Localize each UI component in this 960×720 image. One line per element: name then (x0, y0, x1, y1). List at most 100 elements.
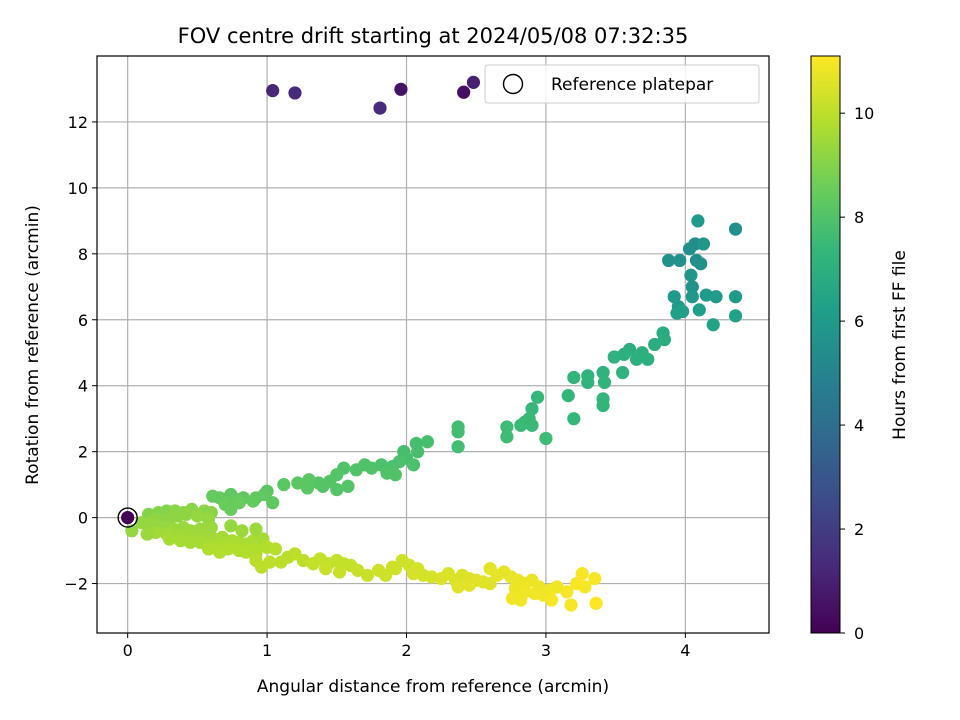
data-point (204, 520, 218, 535)
data-point (641, 352, 655, 366)
colorbar-label: Hours from first FF file (890, 250, 910, 440)
data-point (561, 389, 575, 403)
y-tick-label: 2 (78, 443, 88, 462)
data-point (319, 562, 333, 576)
data-point (300, 481, 315, 495)
data-points (121, 75, 743, 612)
data-point (514, 593, 528, 607)
data-point (266, 496, 280, 510)
data-point (190, 509, 204, 523)
data-point (451, 425, 465, 439)
data-point (174, 534, 188, 548)
data-point (388, 562, 402, 576)
data-point (514, 418, 528, 432)
x-tick-label: 2 (401, 641, 411, 660)
colorbar-ticks: 0 2 4 6 8 10 (840, 104, 874, 643)
data-point (451, 440, 465, 454)
data-point (351, 563, 365, 577)
data-point (268, 542, 283, 556)
colorbar-tick-label: 0 (854, 624, 864, 643)
data-point (406, 458, 421, 472)
colorbar-tick-label: 6 (854, 312, 864, 331)
data-point (706, 318, 720, 332)
data-point (684, 268, 698, 282)
data-point (607, 350, 621, 364)
data-point (332, 565, 347, 579)
data-point (685, 280, 699, 294)
data-point (232, 496, 246, 510)
data-point (567, 412, 581, 426)
data-point (246, 494, 260, 508)
data-point (567, 370, 581, 385)
data-point (662, 253, 676, 268)
data-point (179, 507, 193, 521)
colorbar-tick-label: 8 (854, 208, 864, 227)
legend: Reference platepar (484, 64, 760, 104)
data-point (466, 75, 481, 89)
y-tick-label: 0 (78, 509, 88, 528)
data-point (648, 337, 662, 352)
data-point (162, 532, 177, 546)
data-point (596, 398, 610, 413)
data-point (694, 257, 708, 271)
data-point (451, 580, 465, 594)
x-tick-label: 1 (262, 641, 272, 660)
x-tick-label: 4 (680, 641, 690, 660)
data-point (420, 435, 435, 449)
data-point (525, 418, 539, 432)
data-point (360, 568, 375, 582)
data-point (728, 309, 743, 323)
x-tick-label: 0 (123, 641, 133, 660)
data-point (365, 461, 379, 475)
y-tick-label: 4 (78, 377, 88, 396)
data-point (462, 578, 476, 592)
data-point (575, 567, 589, 581)
data-point (596, 365, 610, 380)
data-point (589, 596, 603, 610)
data-point (699, 288, 713, 302)
data-point (728, 290, 743, 304)
y-tick-label: 8 (78, 245, 88, 264)
data-point (457, 85, 471, 99)
data-point (274, 555, 288, 569)
data-point (406, 567, 421, 581)
data-point (530, 390, 545, 404)
data-point (266, 84, 280, 98)
legend-marker (502, 73, 524, 95)
data-point (564, 598, 578, 612)
data-point (388, 468, 402, 482)
reference-point (117, 507, 138, 528)
colorbar-tick-label: 2 (854, 520, 864, 539)
data-point (696, 237, 711, 251)
data-point (183, 535, 198, 549)
data-point (349, 463, 363, 477)
colorbar-tick-label: 4 (854, 416, 864, 435)
data-point (201, 542, 216, 556)
legend-label: Reference platepar (551, 75, 713, 95)
data-point (500, 420, 514, 434)
data-point (239, 545, 253, 559)
data-point (291, 476, 305, 490)
data-point (588, 571, 602, 586)
x-axis-ticks: 0 1 2 3 4 (123, 633, 690, 660)
data-point (206, 489, 220, 503)
x-axis-label: Angular distance from reference (arcmin) (257, 677, 609, 697)
data-point (581, 375, 595, 390)
data-point (691, 214, 705, 228)
data-point (525, 402, 539, 416)
data-point (685, 290, 699, 304)
legend-box (484, 64, 760, 104)
y-axis-label: Rotation from reference (arcmin) (23, 205, 43, 485)
data-point (500, 430, 514, 444)
data-point (425, 570, 439, 584)
data-point (394, 82, 408, 96)
data-point (254, 560, 269, 574)
y-tick-label: 12 (68, 113, 88, 132)
data-point (670, 306, 684, 320)
data-point (483, 562, 497, 576)
data-point (728, 222, 743, 236)
y-axis-ticks: −2 0 2 4 6 8 10 12 (64, 113, 97, 594)
data-point (544, 593, 559, 607)
y-tick-label: 10 (68, 179, 88, 198)
